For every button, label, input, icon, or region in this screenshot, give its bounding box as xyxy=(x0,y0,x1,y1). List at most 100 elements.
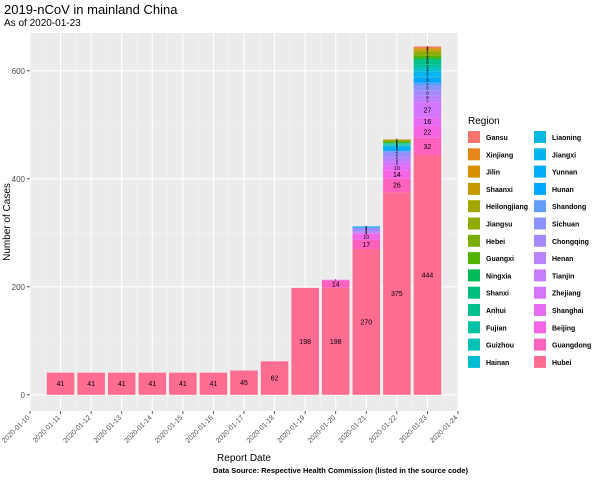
bar-value-label: 1 xyxy=(396,144,398,148)
bar-value-label: 26 xyxy=(393,183,401,190)
bars xyxy=(46,46,442,395)
bar-segment-guangdong xyxy=(383,178,411,193)
bar-segment-shanghai xyxy=(413,117,442,126)
bar-segment-shandong xyxy=(352,227,381,228)
bar-value-label: 2 xyxy=(426,45,428,49)
bar-segment-liaoning xyxy=(413,71,442,73)
legend-label-guizhou: Guizhou xyxy=(486,343,514,350)
legend-label-liaoning: Liaoning xyxy=(552,135,581,142)
bar-value-label: 10 xyxy=(363,235,369,241)
bar-value-label: 444 xyxy=(422,272,434,279)
bar-segment-hubei xyxy=(46,372,75,395)
bar-value-label: 8 xyxy=(426,86,429,91)
legend-label-beijing: Beijing xyxy=(552,325,575,332)
bar-value-label: 2 xyxy=(426,76,428,80)
x-tick-label: 2020-01-23 xyxy=(399,414,429,444)
bar-value-label: 41 xyxy=(87,381,95,388)
bar-segment-shandong xyxy=(413,82,442,86)
bar-segment-hubei xyxy=(107,372,136,395)
bar-value-label: 7 xyxy=(426,73,428,77)
legend-key-hubei xyxy=(534,355,546,368)
bar-segment-guangdong xyxy=(413,137,442,156)
bar-segment-hunan xyxy=(383,148,411,151)
y-tick-label: 600 xyxy=(12,67,26,76)
legend-label-henan: Henan xyxy=(552,256,573,263)
x-tick-label: 2020-01-21 xyxy=(337,414,367,444)
x-axis-label: Report Date xyxy=(217,453,271,464)
bar-segment-shandong xyxy=(383,150,411,152)
bar-segment-jiangsu xyxy=(413,51,442,55)
bar-value-label: 1 xyxy=(396,138,398,142)
legend-label-yunnan: Yunnan xyxy=(552,170,577,177)
bar-segment-beijing xyxy=(413,125,442,138)
bar-value-label: 2 xyxy=(396,145,398,149)
bar-segment-yunnan xyxy=(383,148,411,149)
legend-label-shanxi: Shanxi xyxy=(486,291,509,298)
bar-value-label: 41 xyxy=(57,381,65,388)
bar-value-label: 4 xyxy=(396,160,398,164)
bar-segment-chongqing xyxy=(383,154,411,158)
legend-key-shanxi xyxy=(468,286,480,299)
bar-value-label: 5 xyxy=(396,151,398,155)
bar-segment-guangxi xyxy=(383,141,411,143)
bar-segment-jiangsu xyxy=(383,140,411,141)
bar-segment-shanghai xyxy=(383,165,411,171)
bar-value-label: 27 xyxy=(424,107,432,114)
x-tick-label: 2020-01-13 xyxy=(93,414,123,444)
legend-key-shanghai xyxy=(534,304,546,316)
legend-key-guangdong xyxy=(534,338,546,351)
bar-value-label: 2 xyxy=(396,146,398,150)
legend-label-jiangsu: Jiangsu xyxy=(486,222,512,229)
bar-value-label: 1 xyxy=(396,147,398,151)
bar-segment-guangdong xyxy=(321,280,350,288)
bar-value-label: 1 xyxy=(396,138,398,142)
bar-value-label: 6 xyxy=(396,154,398,158)
bar-value-label: 62 xyxy=(271,376,279,383)
bar-segment-hubei xyxy=(321,287,350,395)
bar-value-label: 3 xyxy=(426,48,428,52)
bar-value-label: 1 xyxy=(365,225,367,229)
legend-label-hubei: Hubei xyxy=(552,360,572,367)
x-tick-label: 2020-01-17 xyxy=(215,414,245,444)
bar-segment-hubei xyxy=(199,372,228,395)
bar-segment-guangdong xyxy=(352,239,381,249)
bar-value-label: 10 xyxy=(394,166,400,172)
bar-value-label: 6 xyxy=(426,83,428,87)
y-axis: 0 200 400 600 xyxy=(12,67,30,400)
bar-segment-fujian xyxy=(383,144,411,145)
legend-key-jilin xyxy=(468,165,480,178)
chart-subtitle: As of 2020-01-23 xyxy=(4,18,81,29)
bar-value-label: 14 xyxy=(393,172,401,179)
bar-value-label: 2 xyxy=(396,140,398,144)
x-tick-label: 2020-01-10 xyxy=(1,414,31,444)
bar-segment-jilin xyxy=(413,48,442,50)
bar-value-label: 4 xyxy=(396,148,398,152)
x-tick-label: 2020-01-22 xyxy=(368,414,398,444)
bar-value-label: 41 xyxy=(148,381,156,388)
legend-key-jiangxi xyxy=(534,148,546,161)
bar-segment-beijing xyxy=(383,170,411,179)
bar-value-label: 2 xyxy=(365,227,367,231)
bar-value-label: 5 xyxy=(396,157,398,161)
legend-key-anhui xyxy=(468,304,480,316)
bar-segment-hunan xyxy=(352,226,381,228)
bar-value-label: 9 xyxy=(426,95,429,100)
x-tick-label: 2020-01-19 xyxy=(276,414,306,444)
bar-segment-hubei xyxy=(138,372,167,395)
legend-label-hunan: Hunan xyxy=(552,187,574,194)
bar-value-label: 1 xyxy=(365,225,367,229)
bar-segment-tianjin xyxy=(352,232,381,234)
x-tick-label: 2020-01-18 xyxy=(246,414,276,444)
bar-segment-yunnan xyxy=(352,226,381,227)
x-axis: 2020-01-10 2020-01-11 2020-01-12 2020-01-13… xyxy=(1,411,459,445)
x-tick-label: 2020-01-12 xyxy=(62,414,92,444)
legend-key-guizhou xyxy=(468,338,480,351)
bar-segment-guangxi xyxy=(413,55,442,59)
bar-segment-guizhou xyxy=(413,67,442,70)
bar-value-label: 3 xyxy=(426,70,428,74)
bar-value-label: 198 xyxy=(299,339,311,346)
bar-segment-tianjin xyxy=(383,160,411,163)
bar-value-label: 2 xyxy=(426,46,428,50)
bar-value-label: 1 xyxy=(365,230,367,234)
